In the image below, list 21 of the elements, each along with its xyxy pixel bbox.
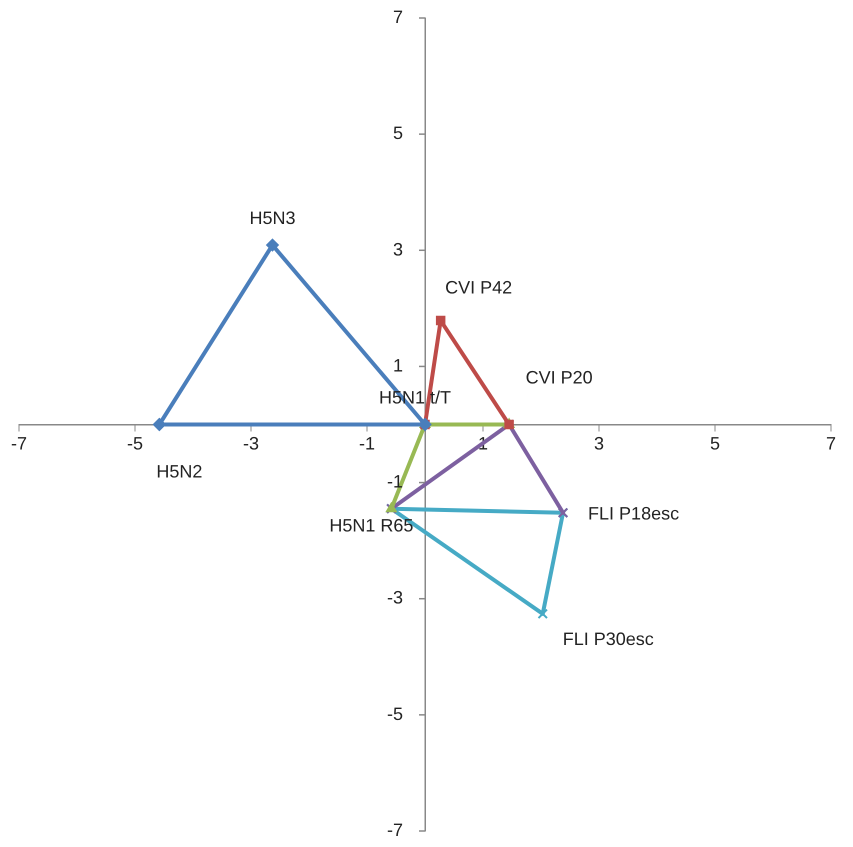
x-tick-label: 7 bbox=[826, 433, 836, 454]
annotation: H5N1 R65 bbox=[329, 516, 414, 536]
y-tick-label: 3 bbox=[392, 239, 403, 260]
x-tick-label: -5 bbox=[126, 433, 144, 454]
x-tick-label: 5 bbox=[710, 433, 720, 454]
y-tick-label: -3 bbox=[386, 588, 403, 608]
annotation: CVI P42 bbox=[445, 278, 512, 298]
y-tick-label: 5 bbox=[392, 123, 403, 144]
x-tick-label: 3 bbox=[594, 433, 604, 454]
y-tick-label: -7 bbox=[386, 820, 403, 840]
x-tick-label: -1 bbox=[358, 433, 376, 454]
annotation: CVI P20 bbox=[526, 367, 593, 388]
y-tick-label: 7 bbox=[392, 6, 403, 27]
annotation: H5N3 bbox=[249, 208, 296, 228]
x-tick-label: -3 bbox=[242, 433, 260, 454]
y-tick-label: 1 bbox=[392, 355, 403, 376]
x-tick-label: -7 bbox=[10, 433, 28, 454]
annotation: H5N2 bbox=[156, 461, 202, 482]
y-tick-label: -5 bbox=[386, 704, 403, 724]
annotation: FLI P18esc bbox=[588, 504, 680, 524]
annotation: FLI P30esc bbox=[562, 628, 654, 649]
